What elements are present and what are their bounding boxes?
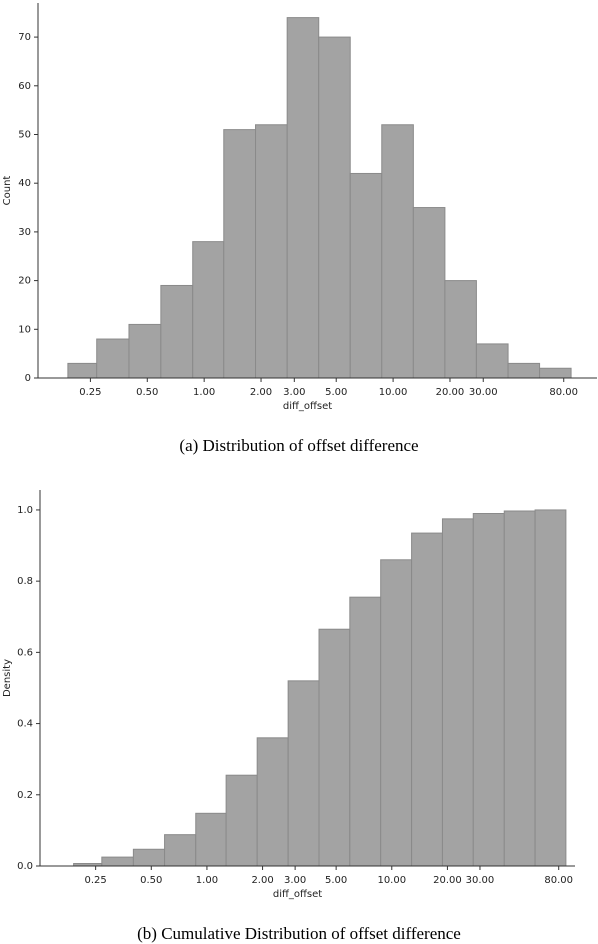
x-tick-label: 30.00 — [469, 387, 498, 398]
x-tick-label: 0.50 — [136, 387, 158, 398]
y-tick-label: 0.8 — [17, 576, 33, 587]
bar — [225, 774, 258, 867]
x-tick-label: 10.00 — [379, 387, 408, 398]
bar — [349, 172, 383, 379]
x-tick-label: 1.00 — [193, 387, 215, 398]
x-tick-label: 20.00 — [436, 387, 465, 398]
bar — [534, 509, 567, 867]
x-tick-label: 0.25 — [79, 387, 101, 398]
x-axis-label: diff_offset — [283, 401, 332, 412]
x-tick-label: 3.00 — [283, 387, 305, 398]
x-tick-label: 5.00 — [325, 875, 347, 886]
bar — [441, 518, 474, 867]
y-tick-label: 0 — [25, 373, 31, 384]
y-tick-label: 10 — [18, 324, 31, 335]
bar — [195, 812, 227, 867]
bar — [164, 834, 197, 867]
bar — [132, 848, 166, 867]
x-tick-label: 2.00 — [250, 387, 272, 398]
y-tick-label: 0.6 — [17, 647, 33, 658]
y-tick-label: 0.4 — [17, 719, 33, 730]
bar — [472, 513, 505, 867]
x-tick-label: 3.00 — [284, 875, 306, 886]
bar — [507, 362, 541, 379]
bar — [349, 596, 382, 867]
bar — [160, 284, 194, 379]
bar — [223, 129, 257, 379]
bar — [503, 510, 536, 867]
y-tick-label: 20 — [18, 276, 31, 287]
x-axis-label: diff_offset — [273, 889, 322, 900]
x-tick-label: 80.00 — [549, 387, 578, 398]
bar — [256, 737, 289, 867]
bar — [192, 241, 225, 379]
bar — [286, 17, 320, 379]
bar — [318, 628, 351, 867]
y-tick-label: 40 — [18, 178, 31, 189]
bar — [255, 124, 288, 379]
bar — [444, 280, 477, 379]
bar — [475, 343, 509, 379]
y-tick-label: 70 — [18, 32, 31, 43]
x-tick-label: 5.00 — [325, 387, 347, 398]
x-tick-label: 0.25 — [85, 875, 107, 886]
y-axis-label: Density — [2, 659, 13, 697]
bar — [318, 36, 351, 379]
caption: (a) Distribution of offset difference — [179, 436, 418, 455]
bar — [96, 338, 130, 379]
x-tick-label: 80.00 — [544, 875, 573, 886]
caption: (b) Cumulative Distribution of offset di… — [137, 924, 461, 943]
bar — [67, 362, 98, 379]
x-tick-label: 30.00 — [466, 875, 495, 886]
bar — [287, 680, 320, 867]
bar — [412, 207, 446, 379]
x-tick-label: 20.00 — [433, 875, 462, 886]
bar — [380, 559, 413, 867]
y-tick-label: 1.0 — [17, 505, 33, 516]
x-tick-label: 0.50 — [140, 875, 162, 886]
bar — [101, 856, 134, 867]
bar — [128, 323, 162, 379]
y-tick-label: 50 — [18, 129, 31, 140]
bar — [411, 532, 443, 867]
y-axis-label: Count — [2, 176, 13, 206]
bar — [539, 367, 572, 379]
x-tick-label: 2.00 — [251, 875, 273, 886]
y-tick-label: 30 — [18, 227, 31, 238]
y-tick-label: 60 — [18, 81, 31, 92]
y-tick-label: 0.0 — [17, 861, 33, 872]
x-tick-label: 1.00 — [196, 875, 218, 886]
bar — [381, 124, 414, 379]
x-tick-label: 10.00 — [377, 875, 406, 886]
y-tick-label: 0.2 — [17, 790, 33, 801]
